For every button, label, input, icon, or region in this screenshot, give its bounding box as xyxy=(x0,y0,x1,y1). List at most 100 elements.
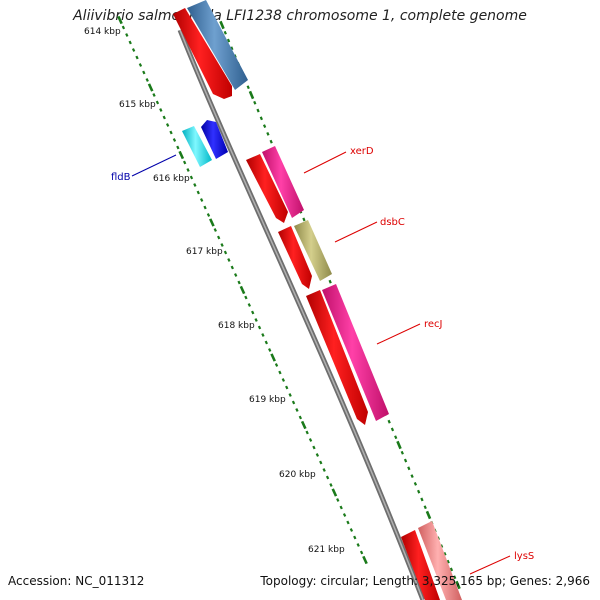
ruler-labels: 614 kbp 615 kbp 616 kbp 617 kbp 618 kbp … xyxy=(84,27,345,555)
gene-arrow-fldb-cyan[interactable] xyxy=(182,126,212,167)
inner-ring-tick xyxy=(182,160,187,165)
inner-ring-tick xyxy=(178,150,185,160)
outer-ring-tick xyxy=(410,474,414,479)
cds-arrow-xerd[interactable] xyxy=(246,154,288,223)
inner-ring-tick xyxy=(264,340,268,345)
gene-arrow-top-blue[interactable] xyxy=(187,0,248,90)
cds-arrow-top[interactable] xyxy=(173,8,232,99)
outer-ring-tick xyxy=(226,38,231,43)
genome-summary-text: Topology: circular; Length: 3,325,165 bp… xyxy=(260,574,590,588)
inner-ring-tick xyxy=(155,100,160,105)
inner-ring-tick xyxy=(200,198,204,202)
tick-label-620: 620 kbp xyxy=(279,470,316,480)
outer-ring-tick xyxy=(403,458,408,463)
inner-ring-tick xyxy=(169,130,173,135)
outer-ring-tick xyxy=(328,279,332,284)
inner-ring-tick xyxy=(291,400,296,405)
inner-ring-tick xyxy=(336,498,340,502)
outer-ring-tick xyxy=(262,124,267,129)
outer-ring-tick xyxy=(256,108,260,113)
inner-ring-tick xyxy=(121,25,126,30)
inner-ring-tick xyxy=(217,235,221,240)
inner-ring-tick xyxy=(270,353,276,362)
inner-ring-tick xyxy=(203,205,207,210)
inner-ring-tick xyxy=(189,175,194,180)
outer-ring-tick xyxy=(230,46,234,51)
inner-ring-tick xyxy=(117,15,123,25)
inner-ring-tick xyxy=(261,333,265,337)
inner-ring-tick xyxy=(223,250,228,255)
inner-ring-tick xyxy=(213,228,217,232)
outer-ring-tick xyxy=(453,575,457,580)
inner-ring-tick xyxy=(142,70,146,75)
inner-ring-tick xyxy=(162,115,166,120)
inner-ring-tick xyxy=(331,488,338,497)
inner-ring-tick xyxy=(353,535,357,540)
inner-ring-tick xyxy=(254,318,258,322)
gene-label-dsbc[interactable]: dsbC xyxy=(380,217,405,228)
gene-arrow-recj-magenta[interactable] xyxy=(322,284,389,421)
outer-ring-tick xyxy=(259,116,263,121)
inner-ring-tick xyxy=(152,93,156,97)
outer-ring-tick xyxy=(455,580,461,590)
inner-ring-tick xyxy=(268,348,272,352)
gene-label-lyss[interactable]: lysS xyxy=(514,551,534,562)
outer-ring-tick xyxy=(387,419,391,424)
inner-ring-tick xyxy=(342,513,347,517)
inner-ring-tick xyxy=(322,468,326,472)
inner-ring-tick xyxy=(234,273,238,277)
gene-labels: fldB xerD dsbC recJ lysS xyxy=(111,146,534,562)
outer-ring-tick xyxy=(223,30,227,35)
outer-ring-tick xyxy=(449,567,454,572)
outer-ring-tick xyxy=(248,90,255,100)
backbone-inner xyxy=(179,29,424,600)
inner-ring-tick xyxy=(176,145,180,150)
inner-ring-tick xyxy=(135,55,139,60)
gene-label-fldb[interactable]: fldB xyxy=(111,172,131,183)
tick-label-616: 616 kbp xyxy=(153,174,190,184)
gene-label-recj[interactable]: recJ xyxy=(424,319,443,330)
gene-arrow-lyss-pink[interactable] xyxy=(418,521,462,600)
inner-ring-tick xyxy=(300,420,307,430)
tick-label-621: 621 kbp xyxy=(308,545,345,555)
gene-arrow-xerd-magenta[interactable] xyxy=(262,146,304,218)
inner-ring-tick xyxy=(251,310,255,315)
tick-rings xyxy=(117,15,461,590)
outer-ring-tick xyxy=(425,510,432,520)
outer-ring-tick xyxy=(417,489,421,494)
outer-ring-tick xyxy=(446,559,450,564)
inner-ring-tick xyxy=(128,40,132,45)
features xyxy=(173,0,462,600)
inner-ring-tick xyxy=(312,445,316,450)
outer-ring-tick xyxy=(400,450,404,455)
inner-ring-tick xyxy=(339,505,343,510)
cds-arrow-dsbc[interactable] xyxy=(278,226,312,289)
gene-arrow-dsbc-olive[interactable] xyxy=(294,220,332,281)
inner-ring-tick xyxy=(349,528,354,532)
inner-ring-tick xyxy=(295,408,299,412)
inner-ring-tick xyxy=(308,438,313,442)
cds-arrow-fldb-blue[interactable] xyxy=(201,120,228,159)
inner-ring-tick xyxy=(145,78,149,82)
inner-ring-tick xyxy=(227,258,231,262)
outer-ring-tick xyxy=(269,139,273,144)
tick-label-619: 619 kbp xyxy=(249,395,286,405)
inner-ring-tick xyxy=(196,190,200,195)
inner-ring-tick xyxy=(147,83,154,92)
outer-ring-tick xyxy=(439,544,444,549)
inner-ring-tick xyxy=(285,385,289,390)
inner-ring-tick xyxy=(220,243,224,247)
inner-ring-tick xyxy=(305,430,309,435)
outer-ring-tick xyxy=(266,131,270,136)
gene-label-xerd[interactable]: xerD xyxy=(350,146,374,157)
inner-ring-tick xyxy=(206,213,211,217)
inner-ring-tick xyxy=(329,483,333,487)
inner-ring-tick xyxy=(138,63,143,67)
cds-arrow-lyss[interactable] xyxy=(401,530,440,600)
outer-ring-tick xyxy=(219,20,225,30)
cds-arrow-recj[interactable] xyxy=(306,290,368,425)
inner-ring-tick xyxy=(281,378,285,382)
inner-ring-tick xyxy=(274,363,279,367)
inner-ring-tick xyxy=(319,460,323,465)
